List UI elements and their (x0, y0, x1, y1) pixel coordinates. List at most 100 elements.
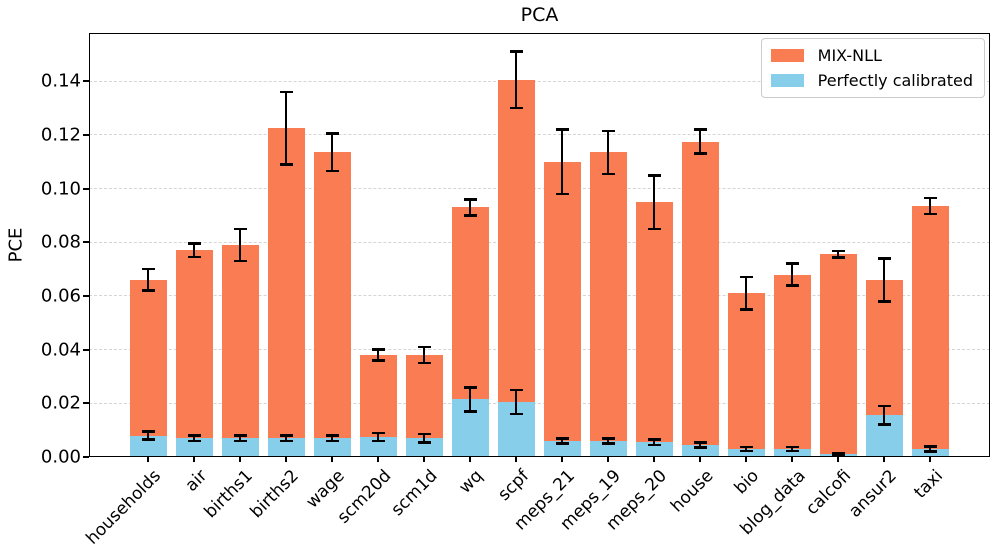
y-tick-label: 0.14 (40, 70, 81, 92)
legend-label-perfectly-calibrated: Perfectly calibrated (817, 70, 973, 90)
error-bar (238, 228, 242, 262)
error-bar (601, 442, 615, 445)
y-tick-mark (83, 348, 89, 351)
y-tick-mark (83, 134, 89, 136)
y-tick-mark (83, 80, 89, 83)
error-bar (463, 214, 477, 217)
x-tick-mark (147, 457, 149, 462)
x-tick-label: wq (455, 466, 488, 498)
error-bar (187, 434, 201, 437)
x-tick-mark (883, 457, 885, 462)
gridline (89, 134, 990, 136)
error-bar (371, 439, 385, 443)
y-axis-label: PCE (5, 227, 27, 263)
x-tick-mark (193, 457, 195, 462)
error-bar (652, 175, 656, 229)
y-tick-mark (83, 402, 89, 405)
bar-perfectly-calibrated-births1 (221, 438, 259, 457)
legend-swatch-perfectly-calibrated (770, 73, 804, 87)
bar-mix-nll-air (175, 250, 213, 457)
y-tick-label: 0.12 (40, 124, 81, 146)
bar-mix-nll-house (681, 141, 719, 457)
error-bar (560, 438, 564, 444)
error-bar (284, 435, 288, 441)
error-bar (882, 406, 886, 425)
x-tick-mark (515, 457, 517, 462)
error-bar (647, 443, 661, 447)
gridline (89, 295, 990, 297)
bar-mix-nll-meps_19 (589, 152, 627, 457)
error-bar (233, 227, 247, 231)
x-tick-label: house (666, 466, 718, 517)
bar-perfectly-calibrated-births2 (267, 438, 305, 457)
gridline (89, 402, 990, 404)
x-tick-label: households (82, 466, 166, 549)
error-bar (693, 440, 707, 444)
error-bar (141, 430, 155, 433)
x-tick-mark (929, 457, 931, 462)
y-tick-label: 0.00 (40, 446, 81, 468)
error-bar (555, 442, 569, 445)
error-bar (509, 106, 523, 110)
error-bar (928, 446, 932, 452)
gridline (89, 80, 990, 82)
x-tick-label: scm1d (387, 466, 442, 521)
x-tick-label: bio (730, 466, 764, 499)
error-bar (514, 389, 518, 415)
error-bar (785, 283, 799, 287)
error-bar (928, 198, 932, 215)
bar-perfectly-calibrated-scm20d (359, 436, 397, 457)
x-tick-label: births1 (200, 466, 258, 523)
error-bar (790, 446, 794, 452)
error-bar (877, 300, 891, 303)
x-tick-label: air (181, 466, 212, 496)
gridline (89, 241, 990, 243)
error-bar (325, 439, 339, 443)
error-bar (744, 277, 748, 310)
error-bar (146, 431, 150, 440)
error-bar (376, 349, 380, 361)
error-bar (279, 163, 293, 166)
error-bar (923, 450, 937, 453)
bar-mix-nll-meps_20 (635, 202, 673, 457)
error-bar (785, 262, 799, 266)
y-tick-label: 0.04 (40, 339, 81, 361)
bar-perfectly-calibrated-scm1d (405, 438, 443, 457)
error-bar (790, 263, 794, 286)
bar-perfectly-calibrated-meps_21 (543, 440, 581, 457)
error-bar (233, 434, 247, 437)
error-bar (831, 249, 845, 253)
bar-mix-nll-births1 (221, 245, 259, 457)
error-bar (330, 133, 334, 172)
error-bar (463, 410, 477, 413)
bar-mix-nll-births2 (267, 128, 305, 457)
error-bar (330, 435, 334, 441)
error-bar (146, 269, 150, 291)
error-bar (785, 449, 799, 453)
error-bar (560, 129, 564, 194)
legend-swatch-mix-nll (770, 49, 804, 63)
legend-item-mix-nll: MIX-NLL (770, 46, 973, 65)
error-bar (647, 173, 661, 177)
error-bar (652, 439, 656, 445)
error-bar (463, 198, 477, 201)
bar-perfectly-calibrated-air (175, 438, 213, 457)
bar-perfectly-calibrated-wage (313, 438, 351, 457)
error-bar (923, 444, 937, 448)
error-bar (422, 346, 426, 364)
error-bar (279, 434, 293, 437)
error-bar (509, 388, 523, 392)
error-bar (371, 431, 385, 435)
legend-label-mix-nll: MIX-NLL (817, 46, 882, 65)
error-bar (647, 438, 661, 441)
x-tick-label: scpf (494, 466, 534, 505)
error-bar (371, 348, 385, 351)
x-tick-mark (745, 457, 747, 462)
error-bar (923, 212, 937, 216)
bar-mix-nll-households (129, 279, 167, 457)
error-bar (693, 152, 707, 156)
x-tick-mark (607, 457, 609, 462)
error-bar (509, 412, 523, 416)
error-bar (187, 255, 201, 259)
bar-perfectly-calibrated-meps_19 (589, 440, 627, 457)
